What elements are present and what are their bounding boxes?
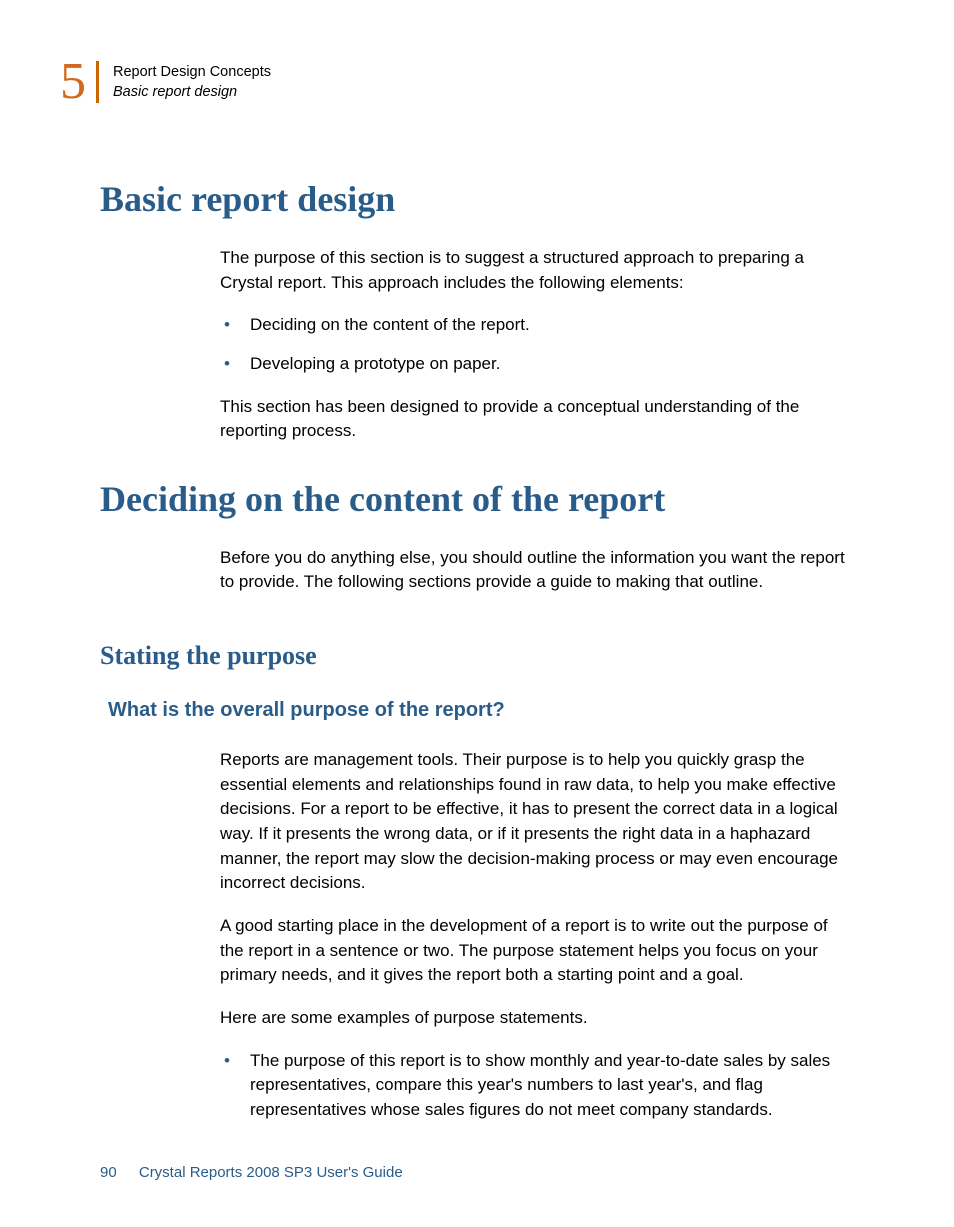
list-item: The purpose of this report is to show mo… [220, 1049, 854, 1123]
heading-deciding-content: Deciding on the content of the report [100, 478, 864, 520]
paragraph: Reports are management tools. Their purp… [220, 748, 854, 896]
section-deciding-content-body: Before you do anything else, you should … [220, 546, 854, 595]
page-footer: 90 Crystal Reports 2008 SP3 User's Guide [100, 1164, 403, 1181]
section-basic-report-design-body: The purpose of this section is to sugges… [220, 246, 854, 444]
paragraph: Here are some examples of purpose statem… [220, 1006, 854, 1031]
paragraph: Before you do anything else, you should … [220, 546, 854, 595]
page-number: 90 [100, 1164, 117, 1181]
bullet-list: Deciding on the content of the report. D… [220, 313, 854, 376]
chapter-number: 5 [60, 56, 86, 108]
header-text-block: Report Design Concepts Basic report desi… [113, 62, 271, 103]
section-overall-purpose-body: Reports are management tools. Their purp… [220, 748, 854, 1122]
heading-stating-purpose: Stating the purpose [100, 641, 864, 671]
header-chapter-title: Report Design Concepts [113, 62, 271, 82]
footer-doc-title: Crystal Reports 2008 SP3 User's Guide [139, 1164, 403, 1181]
document-page: 5 Report Design Concepts Basic report de… [0, 0, 954, 1227]
page-header: 5 Report Design Concepts Basic report de… [60, 56, 864, 108]
bullet-list: The purpose of this report is to show mo… [220, 1049, 854, 1123]
heading-overall-purpose: What is the overall purpose of the repor… [108, 699, 864, 722]
heading-basic-report-design: Basic report design [100, 178, 864, 220]
list-item: Developing a prototype on paper. [220, 352, 854, 377]
header-section-title: Basic report design [113, 82, 271, 102]
paragraph: This section has been designed to provid… [220, 395, 854, 444]
header-divider [96, 61, 99, 103]
list-item: Deciding on the content of the report. [220, 313, 854, 338]
paragraph: A good starting place in the development… [220, 914, 854, 988]
paragraph: The purpose of this section is to sugges… [220, 246, 854, 295]
